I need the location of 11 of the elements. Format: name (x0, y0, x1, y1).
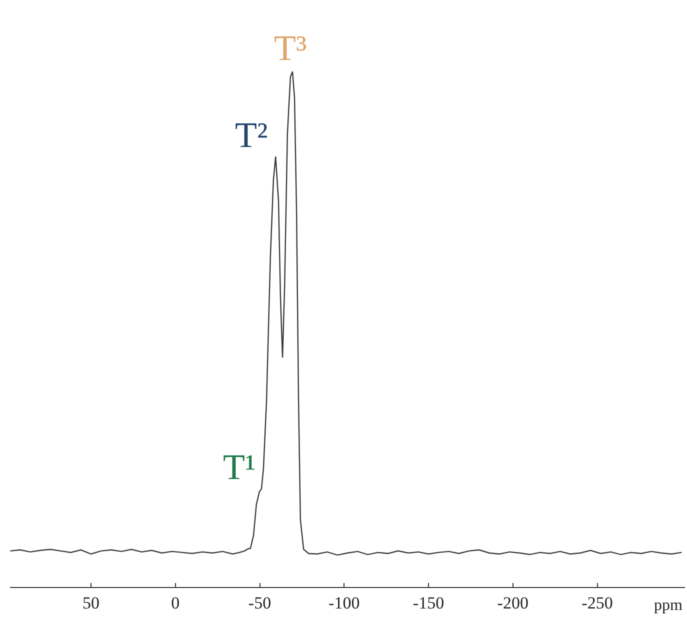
x-tick-label: -250 (582, 593, 613, 612)
x-tick-label: 50 (82, 593, 100, 612)
x-tick-label: -150 (412, 593, 444, 612)
x-tick-label: -200 (497, 593, 528, 612)
x-tick-label: -100 (328, 593, 360, 612)
annotation: T³ (274, 28, 307, 68)
annotation: T² (235, 115, 268, 155)
annotation: T¹ (223, 447, 256, 487)
x-tick-label: -50 (248, 593, 272, 612)
x-axis-title: ppm (654, 597, 683, 614)
x-tick-label: 0 (171, 593, 180, 612)
